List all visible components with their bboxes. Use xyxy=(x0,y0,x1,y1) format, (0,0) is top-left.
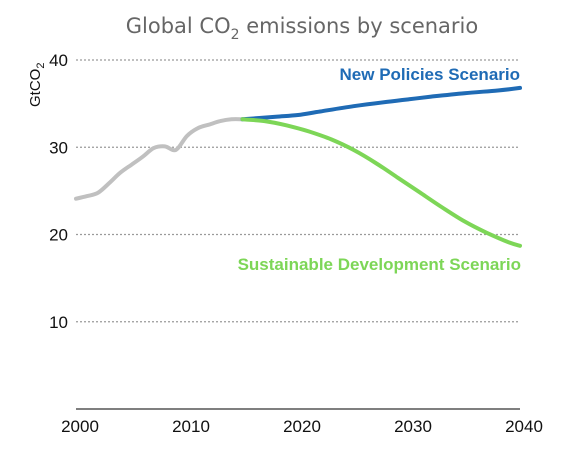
chart-title-rest: emissions by scenario xyxy=(240,14,479,38)
y-tick-label: 20 xyxy=(49,226,68,245)
chart-title: Global CO2 emissions by scenario xyxy=(126,14,479,43)
series-line-new-policies xyxy=(240,85,522,122)
x-tick-label: 2030 xyxy=(394,417,432,436)
legend-new-policies-scenario: New Policies Scenario xyxy=(340,65,520,84)
gridlines xyxy=(76,59,520,323)
x-tick-label: 2000 xyxy=(61,417,99,436)
y-tick-label: 40 xyxy=(49,51,68,70)
y-axis-label-main: GtCO xyxy=(27,69,44,107)
y-axis-label-subscript: 2 xyxy=(35,63,47,69)
x-tick-label: 2020 xyxy=(283,417,321,436)
y-tick-label: 30 xyxy=(49,138,68,157)
y-tick-label: 10 xyxy=(49,313,68,332)
x-tick-label: 2010 xyxy=(172,417,210,436)
chart-title-main: Global CO xyxy=(126,14,231,38)
series-lines xyxy=(74,85,522,248)
series-line-sustainable-development xyxy=(240,117,522,248)
x-tick-labels: 2000 2010 2020 2030 2040 xyxy=(61,417,543,436)
chart-title-subscript: 2 xyxy=(231,27,240,43)
x-tick-label: 2040 xyxy=(505,417,543,436)
legend-sustainable-development-scenario: Sustainable Development Scenario xyxy=(238,255,521,274)
y-tick-labels: 10 20 30 40 xyxy=(49,51,68,332)
y-axis-label: GtCO2 xyxy=(27,63,47,107)
series-line-historical xyxy=(74,117,245,201)
